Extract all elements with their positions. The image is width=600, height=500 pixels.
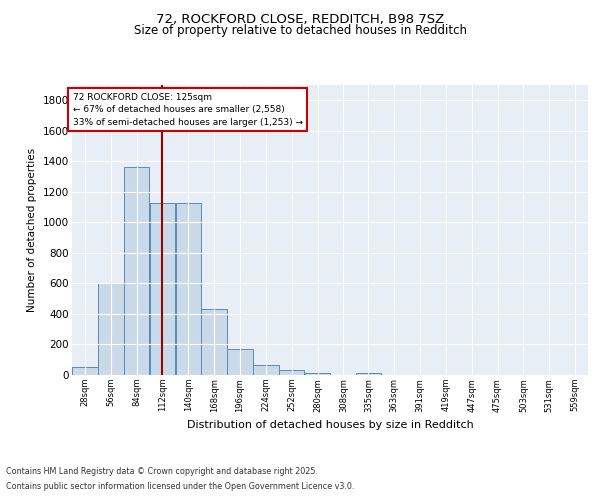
Text: 72 ROCKFORD CLOSE: 125sqm
← 67% of detached houses are smaller (2,558)
33% of se: 72 ROCKFORD CLOSE: 125sqm ← 67% of detac… — [73, 92, 303, 126]
Text: 72, ROCKFORD CLOSE, REDDITCH, B98 7SZ: 72, ROCKFORD CLOSE, REDDITCH, B98 7SZ — [156, 12, 444, 26]
Text: Contains public sector information licensed under the Open Government Licence v3: Contains public sector information licen… — [6, 482, 355, 491]
Text: Contains HM Land Registry data © Crown copyright and database right 2025.: Contains HM Land Registry data © Crown c… — [6, 467, 318, 476]
Bar — [305, 372, 331, 375]
X-axis label: Distribution of detached houses by size in Redditch: Distribution of detached houses by size … — [187, 420, 473, 430]
Bar — [356, 372, 381, 375]
Text: Size of property relative to detached houses in Redditch: Size of property relative to detached ho… — [133, 24, 467, 37]
Bar — [253, 365, 278, 375]
Bar — [149, 202, 175, 375]
Bar — [279, 370, 304, 375]
Bar — [98, 282, 124, 375]
Y-axis label: Number of detached properties: Number of detached properties — [28, 148, 37, 312]
Bar — [176, 202, 201, 375]
Bar — [227, 349, 253, 375]
Bar — [124, 166, 149, 375]
Bar — [202, 310, 227, 375]
Bar — [72, 366, 98, 375]
